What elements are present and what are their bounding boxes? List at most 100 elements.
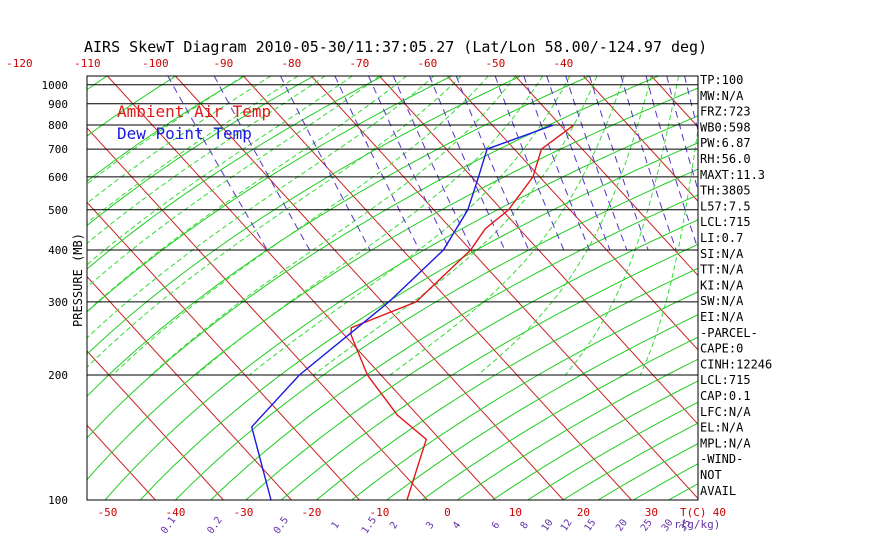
moist-adiabat-line [87,76,326,245]
mixing-ratio-line [620,76,677,251]
dry-adiabat-line [668,483,698,500]
mixing-ratio-line [565,76,628,251]
index-entry: EL:N/A [700,421,744,435]
moist-adiabat-line [87,76,244,185]
dew-point-temp-line [250,124,554,500]
isotherm-line [855,76,870,500]
moist-adiabat-line [87,76,271,205]
bottom-temp-tick-label: -20 [301,506,321,519]
index-entry: NOT [700,468,722,482]
dry-adiabat-line [245,219,698,500]
top-temperature-labels: -120 -110 -100 -90 -80 -70 -60 -50 -40 [6,57,573,70]
isotherm-line [87,275,292,500]
index-entry: -WIND- [700,452,743,466]
isotherm-line [87,127,428,500]
pressure-tick-label: 500 [48,204,68,217]
index-entry: EI:N/A [700,310,744,324]
top-temp-tick-label: -80 [281,57,301,70]
isobar-lines [87,84,698,501]
mixing-ratio-line [429,76,506,251]
top-temp-tick-label: -110 [74,57,101,70]
dry-adiabat-line [0,76,38,500]
index-entry: FRZ:723 [700,105,751,119]
index-entry: CINH:12246 [700,357,772,371]
mixing-ratio-tick-label: 6 [490,520,502,531]
bottom-temp-tick-label: -50 [97,506,117,519]
dry-adiabat-line [175,168,698,500]
moist-adiabat-line [639,126,698,376]
dry-adiabat-line [845,76,870,500]
isotherm-line [515,76,698,277]
dry-adiabat-line [810,76,870,500]
dry-adiabat-line [739,76,870,500]
index-entry: MW:N/A [700,89,744,103]
index-entry: RH:56.0 [700,152,751,166]
moist-adiabat-line [389,76,625,376]
index-entry: KI:N/A [700,278,744,292]
skewt-grid [0,76,870,500]
mixing-ratio-tick-label: 25 [639,517,655,533]
ambient-air-temp-line [350,124,575,500]
index-entry: WB0:598 [700,120,751,134]
index-entry: SW:N/A [700,294,744,308]
isotherm-line [379,76,698,425]
index-entry: MPL:N/A [700,436,751,450]
dry-adiabat-line [104,115,698,500]
mixing-ratio-tick-label: 0.2 [205,515,224,536]
bottom-temp-tick-label: 20 [577,506,590,519]
bottom-temp-tick-label: 0 [444,506,451,519]
moist-adiabat-line [87,76,380,288]
pressure-tick-label: 800 [48,119,68,132]
moist-adiabat-line [313,76,598,376]
top-temp-tick-label: -70 [349,57,369,70]
mixing-ratio-tick-label: 1 [330,520,342,531]
pressure-tick-label: 600 [48,171,68,184]
moist-adiabat-line [477,76,652,376]
mixing-ratio-line [368,76,451,251]
dry-adiabat-line [351,291,698,500]
bottom-temp-tick-label: 10 [509,506,522,519]
top-temp-tick-label: -100 [142,57,169,70]
top-temp-tick-label: -120 [6,57,33,70]
index-entry: CAPE:0 [700,342,743,356]
moist-adiabat-line [87,76,299,224]
index-entry: LCL:715 [700,373,751,387]
bottom-temp-tick-label: 30 [645,506,658,519]
isotherm-line [87,201,360,500]
index-entry: -PARCEL- [700,326,758,340]
temp-unit-label: T(C) [680,506,707,519]
moist-adiabat-line [248,76,571,376]
dry-adiabat-line [421,336,698,500]
dry-adiabat-line [87,76,453,313]
isotherm-line [651,76,698,128]
dry-adiabat-line [774,76,870,500]
index-entry: TT:N/A [700,263,744,277]
dry-adiabat-line [139,142,698,500]
mixing-ratio-tick-label: 12 [559,517,575,533]
bottom-temp-tick-label: -40 [165,506,185,519]
isotherm-line [311,76,698,500]
dry-adiabat-line [87,76,590,397]
dry-adiabat-line [280,243,698,500]
mixing-ratio-tick-label: 3 [424,520,436,531]
top-temp-tick-label: -40 [553,57,573,70]
dry-adiabat-line [316,267,698,500]
dry-adiabat-line [87,76,246,182]
index-entry: AVAIL [700,484,736,498]
bottom-temp-tick-label: -30 [233,506,253,519]
mixing-ratio-tick-label: 8 [519,520,531,531]
mixing-ratio-line [280,76,371,251]
moist-adiabat-line [112,76,489,376]
legend-ambient-air-temp: Ambient Air Temp [117,102,271,121]
index-entry: MAXT:11.3 [700,168,765,182]
chart-title: AIRS SkewT Diagram 2010-05-30/11:37:05.2… [84,38,707,56]
index-entry: L57:7.5 [700,199,751,213]
dry-adiabat-line [87,76,384,270]
sounding-profiles [250,124,575,500]
mixing-ratio-tick-label: 10 [540,517,556,533]
isotherm-line [787,76,870,500]
mixing-ratio-tick-label: 15 [583,517,599,533]
mixing-ratio-line [392,76,473,251]
pressure-tick-label: 700 [48,143,68,156]
